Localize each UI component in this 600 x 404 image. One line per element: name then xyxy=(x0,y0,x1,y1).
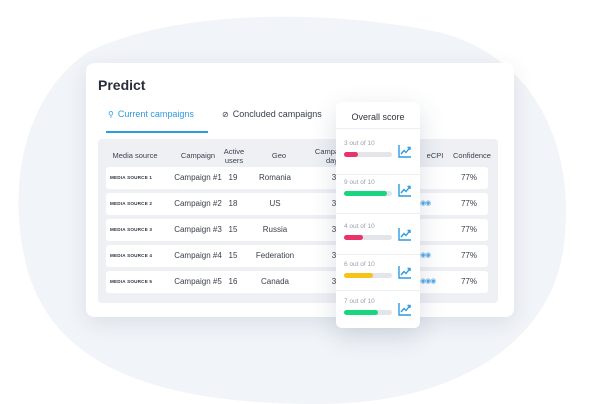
score-label: 3 out of 10 xyxy=(344,140,375,147)
campaign-cell: Campaign #4 xyxy=(174,251,222,260)
confidence-cell: 77% xyxy=(460,251,477,260)
score-bar-fill xyxy=(344,273,373,278)
header-campaign-day-line1: Campaign xyxy=(314,147,350,156)
table-row[interactable]: MEDIA SOURCE 1 Campaign #1 19 Romania 3 … xyxy=(106,167,488,189)
trend-up-icon[interactable] xyxy=(398,265,412,279)
score-bar-track xyxy=(344,191,392,196)
rocket-icon: ⚲ xyxy=(108,109,114,119)
divider xyxy=(336,290,420,291)
media-source-cell: MEDIA SOURCE 4 xyxy=(110,253,153,258)
confidence-cell: 77% xyxy=(460,199,477,208)
campaign-day-cell: 3 xyxy=(331,173,337,182)
score-label: 4 out of 10 xyxy=(344,223,375,230)
header-campaign-day-line2: day xyxy=(325,156,339,165)
score-cell: 9 out of 10 xyxy=(342,179,414,211)
score-label: 7 out of 10 xyxy=(344,298,375,305)
check-circle-icon: ⊘ xyxy=(222,109,229,119)
tab-current-label: Current campaigns xyxy=(117,109,194,119)
predict-card: Predict ⚲ Current campaigns ⊘ Concluded … xyxy=(86,63,514,317)
table-row[interactable]: MEDIA SOURCE 4 Campaign #4 15 Federation… xyxy=(106,245,488,267)
geo-cell: Romania xyxy=(258,173,291,182)
campaigns-table: Media source Campaign Active users Geo C… xyxy=(98,139,498,303)
header-active-users-line1: Active xyxy=(223,147,245,156)
tab-concluded-label: Concluded campaigns xyxy=(232,109,322,119)
campaign-cell: Campaign #1 xyxy=(174,173,222,182)
divider xyxy=(336,254,420,255)
active-users-cell: 19 xyxy=(228,173,238,182)
trend-up-icon[interactable] xyxy=(398,144,412,158)
confidence-cell: 77% xyxy=(460,225,477,234)
table-row[interactable]: MEDIA SOURCE 2 Campaign #2 18 US 3 ◉◉ 77… xyxy=(106,193,488,215)
campaign-day-cell: 3 xyxy=(331,225,337,234)
media-source-cell: MEDIA SOURCE 3 xyxy=(110,227,153,232)
campaign-cell: Campaign #2 xyxy=(174,199,222,208)
ecpi-indicator: ◉◉ xyxy=(420,252,431,259)
active-users-cell: 15 xyxy=(228,225,238,234)
active-users-cell: 16 xyxy=(228,277,238,286)
score-bar-fill xyxy=(344,191,388,196)
active-tab-indicator xyxy=(106,131,208,133)
overall-score-title: Overall score xyxy=(351,112,405,122)
header-confidence: Confidence xyxy=(453,151,491,160)
trend-up-icon[interactable] xyxy=(398,302,412,316)
score-bar-track xyxy=(344,235,392,240)
score-bar-fill xyxy=(344,235,364,240)
header-active-users: Active users xyxy=(222,147,246,165)
geo-cell: Federation xyxy=(255,251,295,260)
trend-up-icon[interactable] xyxy=(398,227,412,241)
score-bar-fill xyxy=(344,152,359,157)
divider xyxy=(336,174,420,175)
header-campaign: Campaign xyxy=(180,151,216,160)
tab-concluded-campaigns[interactable]: ⊘ Concluded campaigns xyxy=(222,109,322,119)
active-users-cell: 15 xyxy=(228,251,238,260)
campaign-day-cell: 3 xyxy=(331,199,337,208)
score-cell: 7 out of 10 xyxy=(342,298,414,330)
score-cell: 6 out of 10 xyxy=(342,261,414,293)
score-bar-track xyxy=(344,152,392,157)
score-bar-fill xyxy=(344,310,378,315)
header-geo: Geo xyxy=(271,151,287,160)
campaign-cell: Campaign #3 xyxy=(174,225,222,234)
geo-cell: Russia xyxy=(262,225,288,234)
trend-up-icon[interactable] xyxy=(398,183,412,197)
score-cell: 3 out of 10 xyxy=(342,140,414,172)
score-label: 9 out of 10 xyxy=(344,179,375,186)
page-title: Predict xyxy=(98,77,146,93)
table-row[interactable]: MEDIA SOURCE 5 Campaign #5 16 Canada 3 ◉… xyxy=(106,271,488,293)
media-source-cell: MEDIA SOURCE 1 xyxy=(110,175,153,180)
confidence-cell: 77% xyxy=(460,277,477,286)
overall-score-column: Overall score 3 out of 10 9 out of 10 4 … xyxy=(336,102,420,328)
campaign-day-cell: 3 xyxy=(331,251,337,260)
active-users-cell: 18 xyxy=(228,199,238,208)
media-source-cell: MEDIA SOURCE 5 xyxy=(110,279,153,284)
divider xyxy=(336,128,420,129)
table-row[interactable]: MEDIA SOURCE 3 Campaign #3 15 Russia 3 7… xyxy=(106,219,488,241)
campaign-cell: Campaign #5 xyxy=(174,277,222,286)
score-bar-track xyxy=(344,310,392,315)
ecpi-indicator: ◉◉ xyxy=(420,200,431,207)
geo-cell: Canada xyxy=(260,277,290,286)
tab-current-campaigns[interactable]: ⚲ Current campaigns xyxy=(108,109,194,119)
header-media-source: Media source xyxy=(112,151,158,160)
confidence-cell: 77% xyxy=(460,173,477,182)
header-ecpi: eCPI xyxy=(426,151,444,160)
media-source-cell: MEDIA SOURCE 2 xyxy=(110,201,153,206)
geo-cell: US xyxy=(269,199,281,208)
divider xyxy=(336,213,420,214)
header-campaign-day: Campaign day xyxy=(312,147,352,165)
score-label: 6 out of 10 xyxy=(344,261,375,268)
ecpi-indicator: ◉◉◉ xyxy=(420,278,436,285)
campaign-day-cell: 3 xyxy=(331,277,337,286)
score-bar-track xyxy=(344,273,392,278)
score-cell: 4 out of 10 xyxy=(342,223,414,255)
header-active-users-line2: users xyxy=(224,156,244,165)
